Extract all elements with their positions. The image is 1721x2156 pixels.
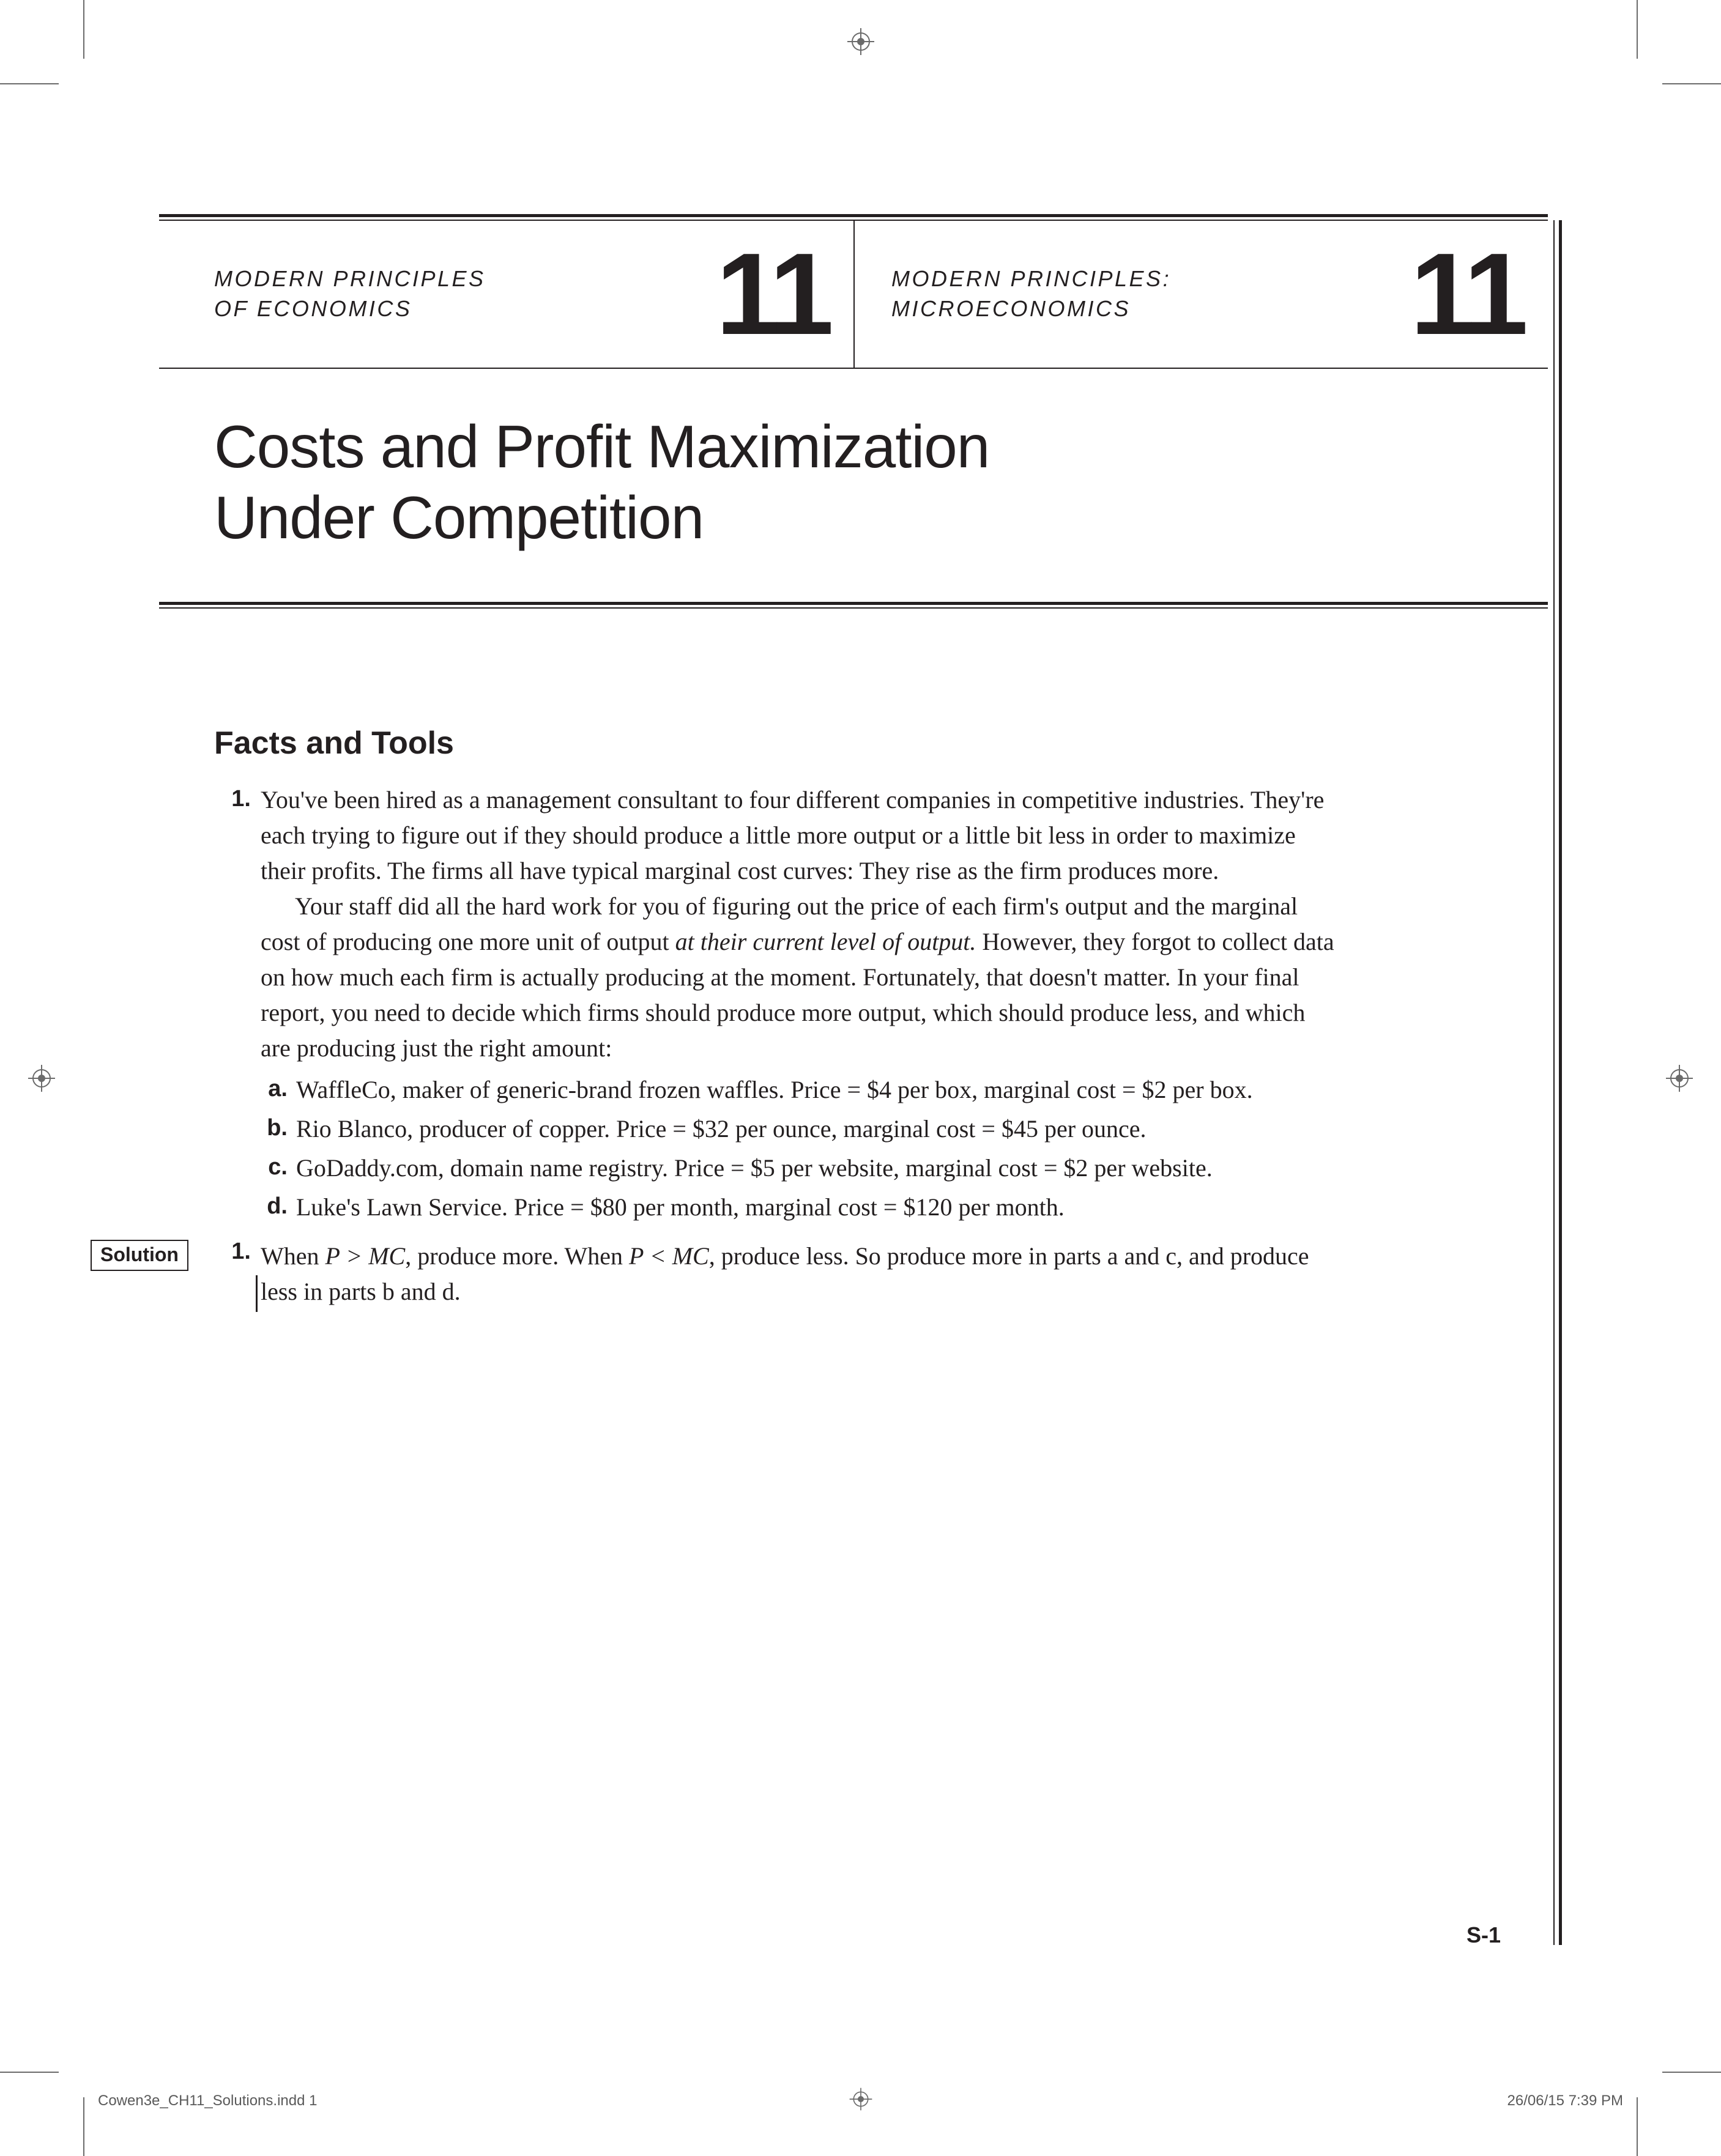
sub-item: a. WaffleCo, maker of generic-brand froz… — [261, 1072, 1340, 1108]
sub-text: WaffleCo, maker of generic-brand frozen … — [296, 1076, 1253, 1103]
question-item: 1. You've been hired as a management con… — [214, 782, 1340, 1225]
text-emphasis: P > MC — [325, 1242, 406, 1270]
solution-marker: 1. — [214, 1239, 251, 1265]
solution-text: When P > MC, produce more. When P < MC, … — [261, 1239, 1340, 1310]
sub-text: GoDaddy.com, domain name registry. Price… — [296, 1154, 1213, 1182]
page: MODERN PRINCIPLES OF ECONOMICS 11 MODERN… — [0, 0, 1721, 2156]
sub-item: b. Rio Blanco, producer of copper. Price… — [261, 1111, 1340, 1147]
question-list: 1. You've been hired as a management con… — [214, 782, 1340, 1225]
page-number: S-1 — [1466, 1922, 1501, 1948]
sub-item: c. GoDaddy.com, domain name registry. Pr… — [261, 1150, 1340, 1186]
header-left: MODERN PRINCIPLES OF ECONOMICS 11 — [159, 221, 853, 368]
header-right-line1: MODERN PRINCIPLES: — [891, 266, 1171, 291]
question-marker: 1. — [214, 782, 251, 816]
chapter-number-right: 11 — [1410, 236, 1523, 352]
text-emphasis: P < MC — [629, 1242, 709, 1270]
sub-marker: c. — [261, 1150, 288, 1184]
registration-mark-icon — [849, 2087, 873, 2116]
header-right-label: MODERN PRINCIPLES: MICROECONOMICS — [891, 264, 1171, 324]
print-footer: Cowen3e_CH11_Solutions.indd 1 26/06/15 7… — [98, 2092, 1623, 2110]
sub-marker: a. — [261, 1072, 288, 1106]
rule-thick — [159, 214, 1548, 217]
content-box: MODERN PRINCIPLES OF ECONOMICS 11 MODERN… — [159, 214, 1548, 1310]
sub-text: Luke's Lawn Service. Price = $80 per mon… — [296, 1193, 1065, 1221]
header-right: MODERN PRINCIPLES: MICROECONOMICS 11 — [853, 221, 1548, 368]
solution-bar-icon — [256, 1275, 258, 1312]
footer-timestamp: 26/06/15 7:39 PM — [1507, 2092, 1623, 2110]
text-emphasis: at their current level of output. — [675, 928, 976, 955]
header-left-line2: OF ECONOMICS — [214, 296, 412, 321]
sub-list: a. WaffleCo, maker of generic-brand froz… — [261, 1072, 1340, 1225]
header-left-line1: MODERN PRINCIPLES — [214, 266, 486, 291]
right-rail-rule — [1553, 220, 1562, 1945]
chapter-header-row: MODERN PRINCIPLES OF ECONOMICS 11 MODERN… — [159, 221, 1548, 368]
solution-block: Solution 1. When P > MC, produce more. W… — [214, 1239, 1340, 1310]
header-right-line2: MICROECONOMICS — [891, 296, 1131, 321]
footer-filename: Cowen3e_CH11_Solutions.indd 1 — [98, 2092, 317, 2110]
solution-tag: Solution — [91, 1240, 188, 1271]
body-region: Facts and Tools 1. You've been hired as … — [159, 609, 1548, 1310]
question-paragraph: You've been hired as a management consul… — [261, 782, 1340, 889]
chapter-title: Costs and Profit Maximization Under Comp… — [214, 412, 1548, 553]
sub-item: d. Luke's Lawn Service. Price = $80 per … — [261, 1190, 1340, 1225]
section-heading: Facts and Tools — [214, 725, 1340, 761]
text-run: , produce more. When — [405, 1242, 629, 1270]
chapter-title-block: Costs and Profit Maximization Under Comp… — [159, 369, 1548, 605]
header-left-label: MODERN PRINCIPLES OF ECONOMICS — [214, 264, 486, 324]
sub-text: Rio Blanco, producer of copper. Price = … — [296, 1115, 1147, 1143]
question-paragraph: Your staff did all the hard work for you… — [261, 889, 1340, 1066]
chapter-title-line2: Under Competition — [214, 484, 704, 551]
sub-marker: b. — [261, 1111, 288, 1145]
chapter-number-left: 11 — [716, 236, 829, 352]
text-run: When — [261, 1242, 325, 1270]
sub-marker: d. — [261, 1190, 288, 1223]
chapter-title-line1: Costs and Profit Maximization — [214, 413, 989, 480]
